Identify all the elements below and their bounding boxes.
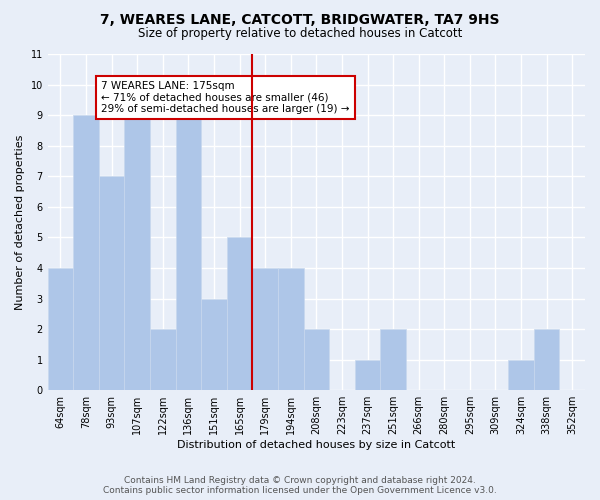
Y-axis label: Number of detached properties: Number of detached properties xyxy=(15,134,25,310)
Bar xyxy=(47,268,73,390)
Bar xyxy=(304,329,329,390)
Bar xyxy=(278,268,304,390)
Bar xyxy=(124,115,150,390)
Bar xyxy=(176,115,201,390)
X-axis label: Distribution of detached houses by size in Catcott: Distribution of detached houses by size … xyxy=(177,440,455,450)
Text: 7 WEARES LANE: 175sqm
← 71% of detached houses are smaller (46)
29% of semi-deta: 7 WEARES LANE: 175sqm ← 71% of detached … xyxy=(101,81,350,114)
Bar xyxy=(253,268,278,390)
Bar xyxy=(508,360,534,390)
Bar xyxy=(534,329,559,390)
Bar xyxy=(355,360,380,390)
Bar xyxy=(380,329,406,390)
Bar xyxy=(99,176,124,390)
Text: Contains HM Land Registry data © Crown copyright and database right 2024.
Contai: Contains HM Land Registry data © Crown c… xyxy=(103,476,497,495)
Text: 7, WEARES LANE, CATCOTT, BRIDGWATER, TA7 9HS: 7, WEARES LANE, CATCOTT, BRIDGWATER, TA7… xyxy=(100,12,500,26)
Text: Size of property relative to detached houses in Catcott: Size of property relative to detached ho… xyxy=(138,28,462,40)
Bar xyxy=(73,115,99,390)
Bar xyxy=(201,298,227,390)
Bar xyxy=(150,329,176,390)
Bar xyxy=(227,238,253,390)
